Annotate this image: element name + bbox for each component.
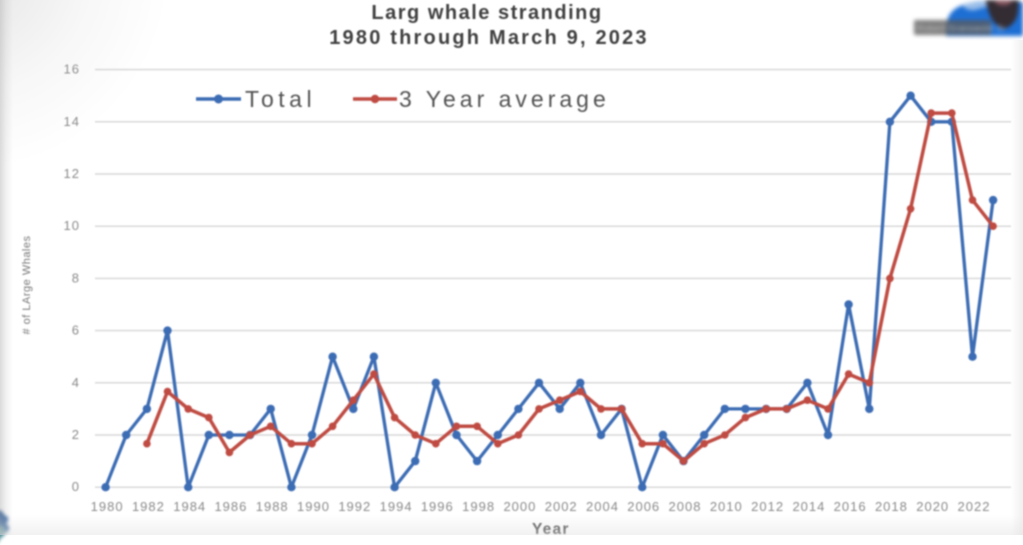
svg-text:3 Year average: 3 Year average <box>399 86 610 112</box>
svg-text:2016: 2016 <box>834 499 867 514</box>
svg-text:1980: 1980 <box>91 499 124 514</box>
svg-text:8: 8 <box>72 270 80 285</box>
svg-text:1990: 1990 <box>297 499 330 514</box>
svg-text:1984: 1984 <box>173 499 206 514</box>
svg-text:2018: 2018 <box>875 499 908 514</box>
svg-text:Total: Total <box>245 86 316 112</box>
svg-text:12: 12 <box>64 166 80 181</box>
svg-text:16: 16 <box>64 62 80 77</box>
svg-text:Robert Granswold Sr: Robert Granswold Sr <box>917 23 1006 33</box>
svg-text:1982: 1982 <box>132 499 165 514</box>
svg-text:1994: 1994 <box>380 499 413 514</box>
svg-text:1996: 1996 <box>421 499 454 514</box>
svg-text:2014: 2014 <box>792 499 825 514</box>
svg-text:6: 6 <box>72 323 80 338</box>
svg-text:2: 2 <box>72 427 80 442</box>
svg-text:2004: 2004 <box>586 499 619 514</box>
svg-text:10: 10 <box>64 218 80 233</box>
svg-text:1998: 1998 <box>462 499 495 514</box>
svg-text:14: 14 <box>64 114 80 129</box>
svg-text:Year: Year <box>532 521 570 535</box>
svg-text:Larg whale stranding: Larg whale stranding <box>371 2 602 24</box>
svg-text:2008: 2008 <box>669 499 702 514</box>
svg-text:2006: 2006 <box>627 499 660 514</box>
svg-text:2020: 2020 <box>916 499 949 514</box>
svg-text:1980 through March 9, 2023: 1980 through March 9, 2023 <box>329 27 649 49</box>
svg-text:# of LArge Whales: # of LArge Whales <box>21 236 33 335</box>
svg-text:0: 0 <box>72 479 80 494</box>
svg-text:2012: 2012 <box>751 499 784 514</box>
svg-text:1986: 1986 <box>214 499 247 514</box>
svg-text:2022: 2022 <box>958 499 991 514</box>
svg-text:2010: 2010 <box>710 499 743 514</box>
svg-text:1992: 1992 <box>338 499 371 514</box>
svg-text:2002: 2002 <box>545 499 578 514</box>
svg-text:1988: 1988 <box>256 499 289 514</box>
svg-text:2000: 2000 <box>503 499 536 514</box>
svg-text:4: 4 <box>72 375 80 390</box>
